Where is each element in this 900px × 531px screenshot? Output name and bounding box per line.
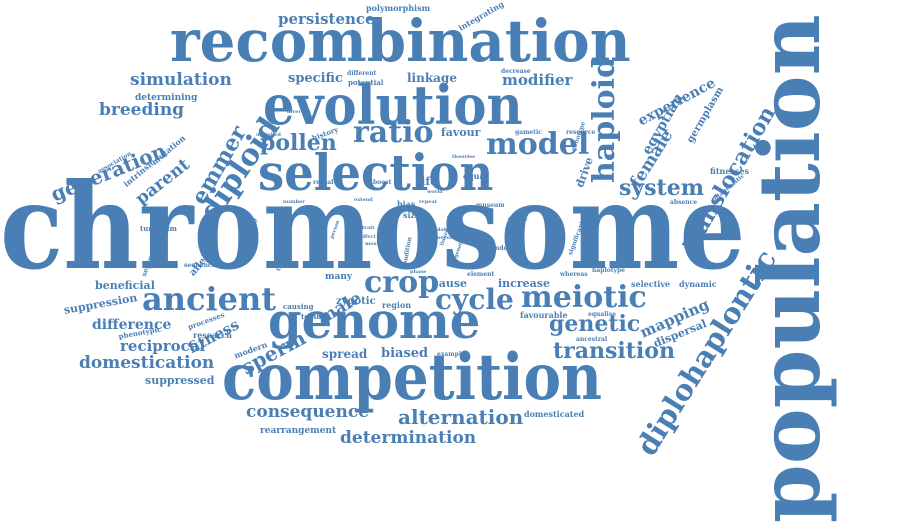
word-toolbox: toolbox bbox=[301, 312, 330, 321]
word-element: element bbox=[467, 271, 495, 278]
word-transition: transition bbox=[553, 338, 675, 364]
word-model: model bbox=[486, 127, 590, 162]
word-theories: theories bbox=[452, 154, 475, 160]
word-research: research bbox=[193, 330, 232, 340]
word-increase: increase bbox=[498, 277, 550, 290]
word-recombination: recombination bbox=[170, 7, 631, 75]
word-ratio: ratio bbox=[353, 115, 434, 150]
word-domestication: domestication bbox=[79, 353, 215, 373]
word-decrease: decrease bbox=[501, 68, 531, 75]
word-causing: causing bbox=[283, 302, 314, 311]
word-meiotic: meiotic bbox=[521, 280, 647, 315]
word-fitnesses: fitnesses bbox=[710, 166, 750, 176]
word-repeat: repeat bbox=[419, 199, 438, 205]
word-absence: absence bbox=[670, 199, 698, 206]
word-selective: selective bbox=[631, 279, 671, 289]
word-occur: occur bbox=[437, 235, 453, 241]
word-persistence: persistence bbox=[278, 10, 375, 28]
word-reveal: reveal bbox=[313, 179, 334, 186]
word-suppressed: suppressed bbox=[145, 374, 215, 387]
word-many: many bbox=[325, 272, 353, 282]
word-stage: stage bbox=[447, 214, 463, 220]
word-size: size bbox=[403, 210, 421, 220]
word-chromosome: chromosome bbox=[0, 157, 746, 296]
word-turgidum: turgidum bbox=[140, 224, 177, 233]
word-crop: crop bbox=[364, 265, 440, 300]
word-haplotype: haplotype bbox=[592, 267, 625, 274]
word-simulation: simulation bbox=[130, 70, 232, 90]
word-world: world bbox=[427, 189, 443, 195]
word-number: number bbox=[283, 199, 305, 205]
word-favour: favour bbox=[441, 126, 481, 139]
word-polymorphism: polymorphism bbox=[366, 3, 431, 13]
word-sequence: sequence bbox=[184, 262, 216, 269]
word-extend: extend bbox=[354, 197, 373, 203]
word-dynamic: dynamic bbox=[679, 279, 717, 289]
word-life: life bbox=[417, 175, 438, 188]
word-data: data bbox=[437, 227, 450, 233]
word-spread: spread bbox=[322, 347, 368, 361]
word-different: different bbox=[347, 70, 377, 77]
word-biased: biased bbox=[381, 346, 429, 361]
word-pollen: pollen bbox=[260, 130, 337, 156]
word-boost: boost bbox=[373, 179, 392, 186]
word-zygotic: zygotic bbox=[336, 296, 376, 307]
word-effect: effect bbox=[360, 234, 376, 240]
word-linkage: linkage bbox=[407, 71, 457, 85]
word-equalise: equalise bbox=[588, 311, 617, 318]
word-breeding: breeding bbox=[99, 100, 185, 120]
word-cause: cause bbox=[432, 277, 468, 290]
word-rearrangement: rearrangement bbox=[260, 426, 337, 436]
word-determination: determination bbox=[340, 428, 477, 448]
word-competition: competition bbox=[222, 340, 602, 415]
word-example: example bbox=[437, 351, 465, 358]
word-founder: founder bbox=[484, 245, 511, 252]
word-reciprocal: reciprocal bbox=[120, 337, 206, 355]
word-bias: bias bbox=[397, 199, 416, 209]
word-genome: genome bbox=[268, 291, 481, 350]
word-phase: phase bbox=[410, 269, 427, 275]
word-region: region bbox=[382, 300, 412, 310]
word-domesticated: domesticated bbox=[524, 409, 585, 419]
word-museum: museum bbox=[476, 202, 505, 209]
word-unlinked: unlinked bbox=[256, 132, 281, 138]
word-modifier: modifier bbox=[502, 71, 573, 89]
word-equal: equal bbox=[463, 171, 488, 181]
word-cycle: cycle bbox=[435, 283, 514, 316]
word-whereas: whereas bbox=[560, 271, 588, 278]
word-haploid: haploid bbox=[587, 56, 622, 183]
word-beneficial: beneficial bbox=[95, 279, 155, 292]
word-genetic: genetic bbox=[549, 311, 641, 337]
word-ancestral: ancestral bbox=[576, 336, 608, 343]
word-trait: trait bbox=[362, 225, 375, 231]
word-display: display bbox=[508, 216, 528, 222]
word-favourable: favourable bbox=[520, 310, 568, 320]
word-diversity: diversity bbox=[287, 109, 312, 115]
word-determining: determining bbox=[135, 93, 198, 103]
word-system: system bbox=[619, 175, 704, 201]
word-resource: resource bbox=[566, 129, 596, 136]
word-most: most bbox=[365, 241, 379, 247]
word-selection: selection bbox=[258, 143, 494, 202]
word-potential: potential bbox=[348, 78, 384, 87]
word-gametic: gametic bbox=[515, 129, 542, 136]
word-ancient: ancient bbox=[142, 280, 277, 318]
word-evolution: evolution bbox=[263, 73, 523, 137]
word-consequence: consequence bbox=[246, 402, 370, 422]
word-difference: difference bbox=[92, 317, 172, 333]
word-alternation: alternation bbox=[398, 405, 524, 429]
word-specific: specific bbox=[288, 71, 343, 86]
